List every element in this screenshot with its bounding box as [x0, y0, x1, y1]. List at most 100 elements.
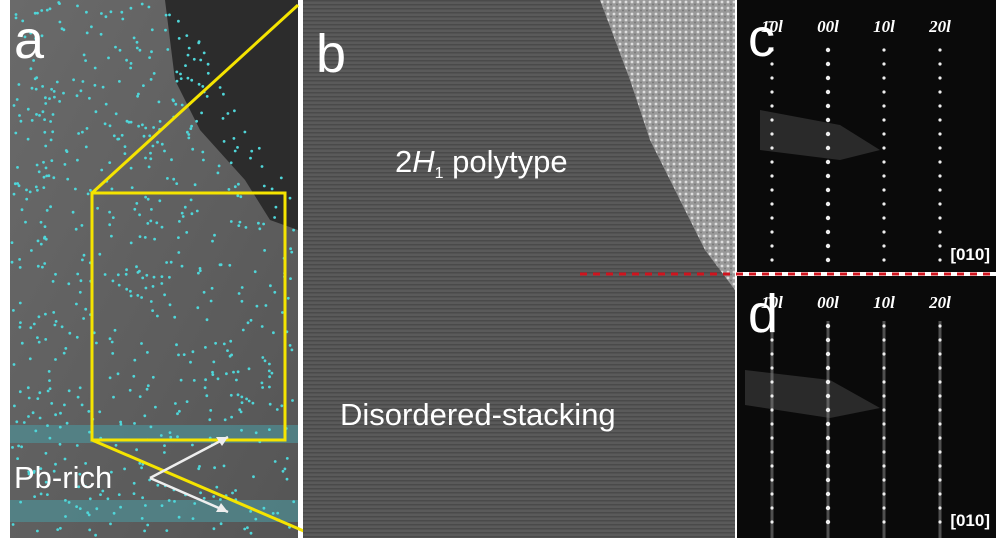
dot: [151, 309, 154, 312]
dot: [11, 261, 14, 264]
spot: [938, 104, 941, 107]
dot: [189, 361, 192, 364]
dot: [115, 444, 118, 447]
dot: [63, 28, 66, 31]
dot: [269, 403, 272, 406]
dot: [145, 274, 148, 277]
dot: [230, 394, 233, 397]
dot: [292, 500, 295, 503]
spot: [882, 202, 885, 205]
dot: [146, 524, 149, 527]
dot: [108, 161, 111, 164]
dot: [21, 208, 24, 211]
dot: [125, 288, 128, 291]
dot: [217, 172, 220, 175]
dot: [111, 188, 114, 191]
dot: [40, 243, 43, 246]
dot: [232, 371, 235, 374]
dot: [218, 165, 221, 168]
spot: [882, 366, 885, 369]
dot: [110, 10, 113, 13]
dot: [29, 326, 32, 329]
spot: [938, 160, 941, 163]
spot: [938, 62, 941, 65]
dot: [211, 287, 214, 290]
dot: [44, 102, 47, 105]
dot: [117, 273, 120, 276]
dot: [76, 94, 79, 97]
dot: [89, 189, 92, 192]
dot: [133, 359, 136, 362]
dot: [111, 341, 114, 344]
spot: [826, 258, 830, 262]
dot: [249, 510, 252, 513]
spot: [882, 216, 885, 219]
dot: [32, 411, 35, 414]
dot: [175, 182, 178, 185]
dot: [222, 93, 225, 96]
dot: [160, 434, 163, 437]
dot: [191, 212, 194, 215]
dot: [139, 235, 142, 238]
dot: [287, 297, 290, 300]
dot: [152, 376, 155, 379]
dot: [233, 137, 236, 140]
dot: [133, 422, 136, 425]
dot: [193, 502, 196, 505]
dot: [133, 492, 136, 495]
dot: [133, 37, 136, 40]
dot: [76, 5, 79, 8]
spot: [826, 352, 830, 356]
spot: [826, 506, 830, 510]
dot: [135, 202, 138, 205]
dot: [187, 77, 190, 80]
dot: [14, 132, 17, 135]
dot: [240, 396, 243, 399]
spot: [882, 394, 885, 397]
spot: [826, 230, 830, 234]
dot: [43, 236, 46, 239]
reflection-label: 00l: [817, 17, 839, 36]
spot: [938, 132, 941, 135]
dot: [148, 166, 151, 169]
dot: [110, 235, 113, 238]
dot: [150, 208, 153, 211]
spot: [770, 174, 773, 177]
dot: [229, 340, 232, 343]
dot: [237, 370, 240, 373]
dot: [49, 205, 52, 208]
spot: [938, 258, 941, 261]
dot: [29, 191, 32, 194]
spot: [938, 492, 941, 495]
dot: [48, 174, 51, 177]
dot: [274, 460, 277, 463]
dot: [249, 157, 252, 160]
dot: [130, 295, 133, 298]
panel-label: c: [748, 8, 775, 68]
dot: [268, 386, 271, 389]
dot: [272, 512, 275, 515]
text: 2: [395, 144, 412, 179]
dot: [130, 7, 133, 10]
dot: [50, 88, 53, 91]
dot: [280, 177, 283, 180]
dot: [68, 332, 71, 335]
dot: [181, 212, 184, 215]
dot: [140, 342, 143, 345]
dot: [269, 284, 272, 287]
dot: [34, 77, 37, 80]
spot: [826, 450, 830, 454]
dot: [228, 264, 231, 267]
spot: [882, 338, 885, 341]
spot: [938, 230, 941, 233]
dot: [80, 89, 83, 92]
dot: [240, 411, 243, 414]
spot: [770, 118, 773, 121]
dot: [13, 405, 16, 408]
spot: [938, 76, 941, 79]
dot: [273, 291, 276, 294]
dot: [263, 185, 266, 188]
spot: [882, 118, 885, 121]
dot: [169, 431, 172, 434]
dot: [19, 326, 22, 329]
